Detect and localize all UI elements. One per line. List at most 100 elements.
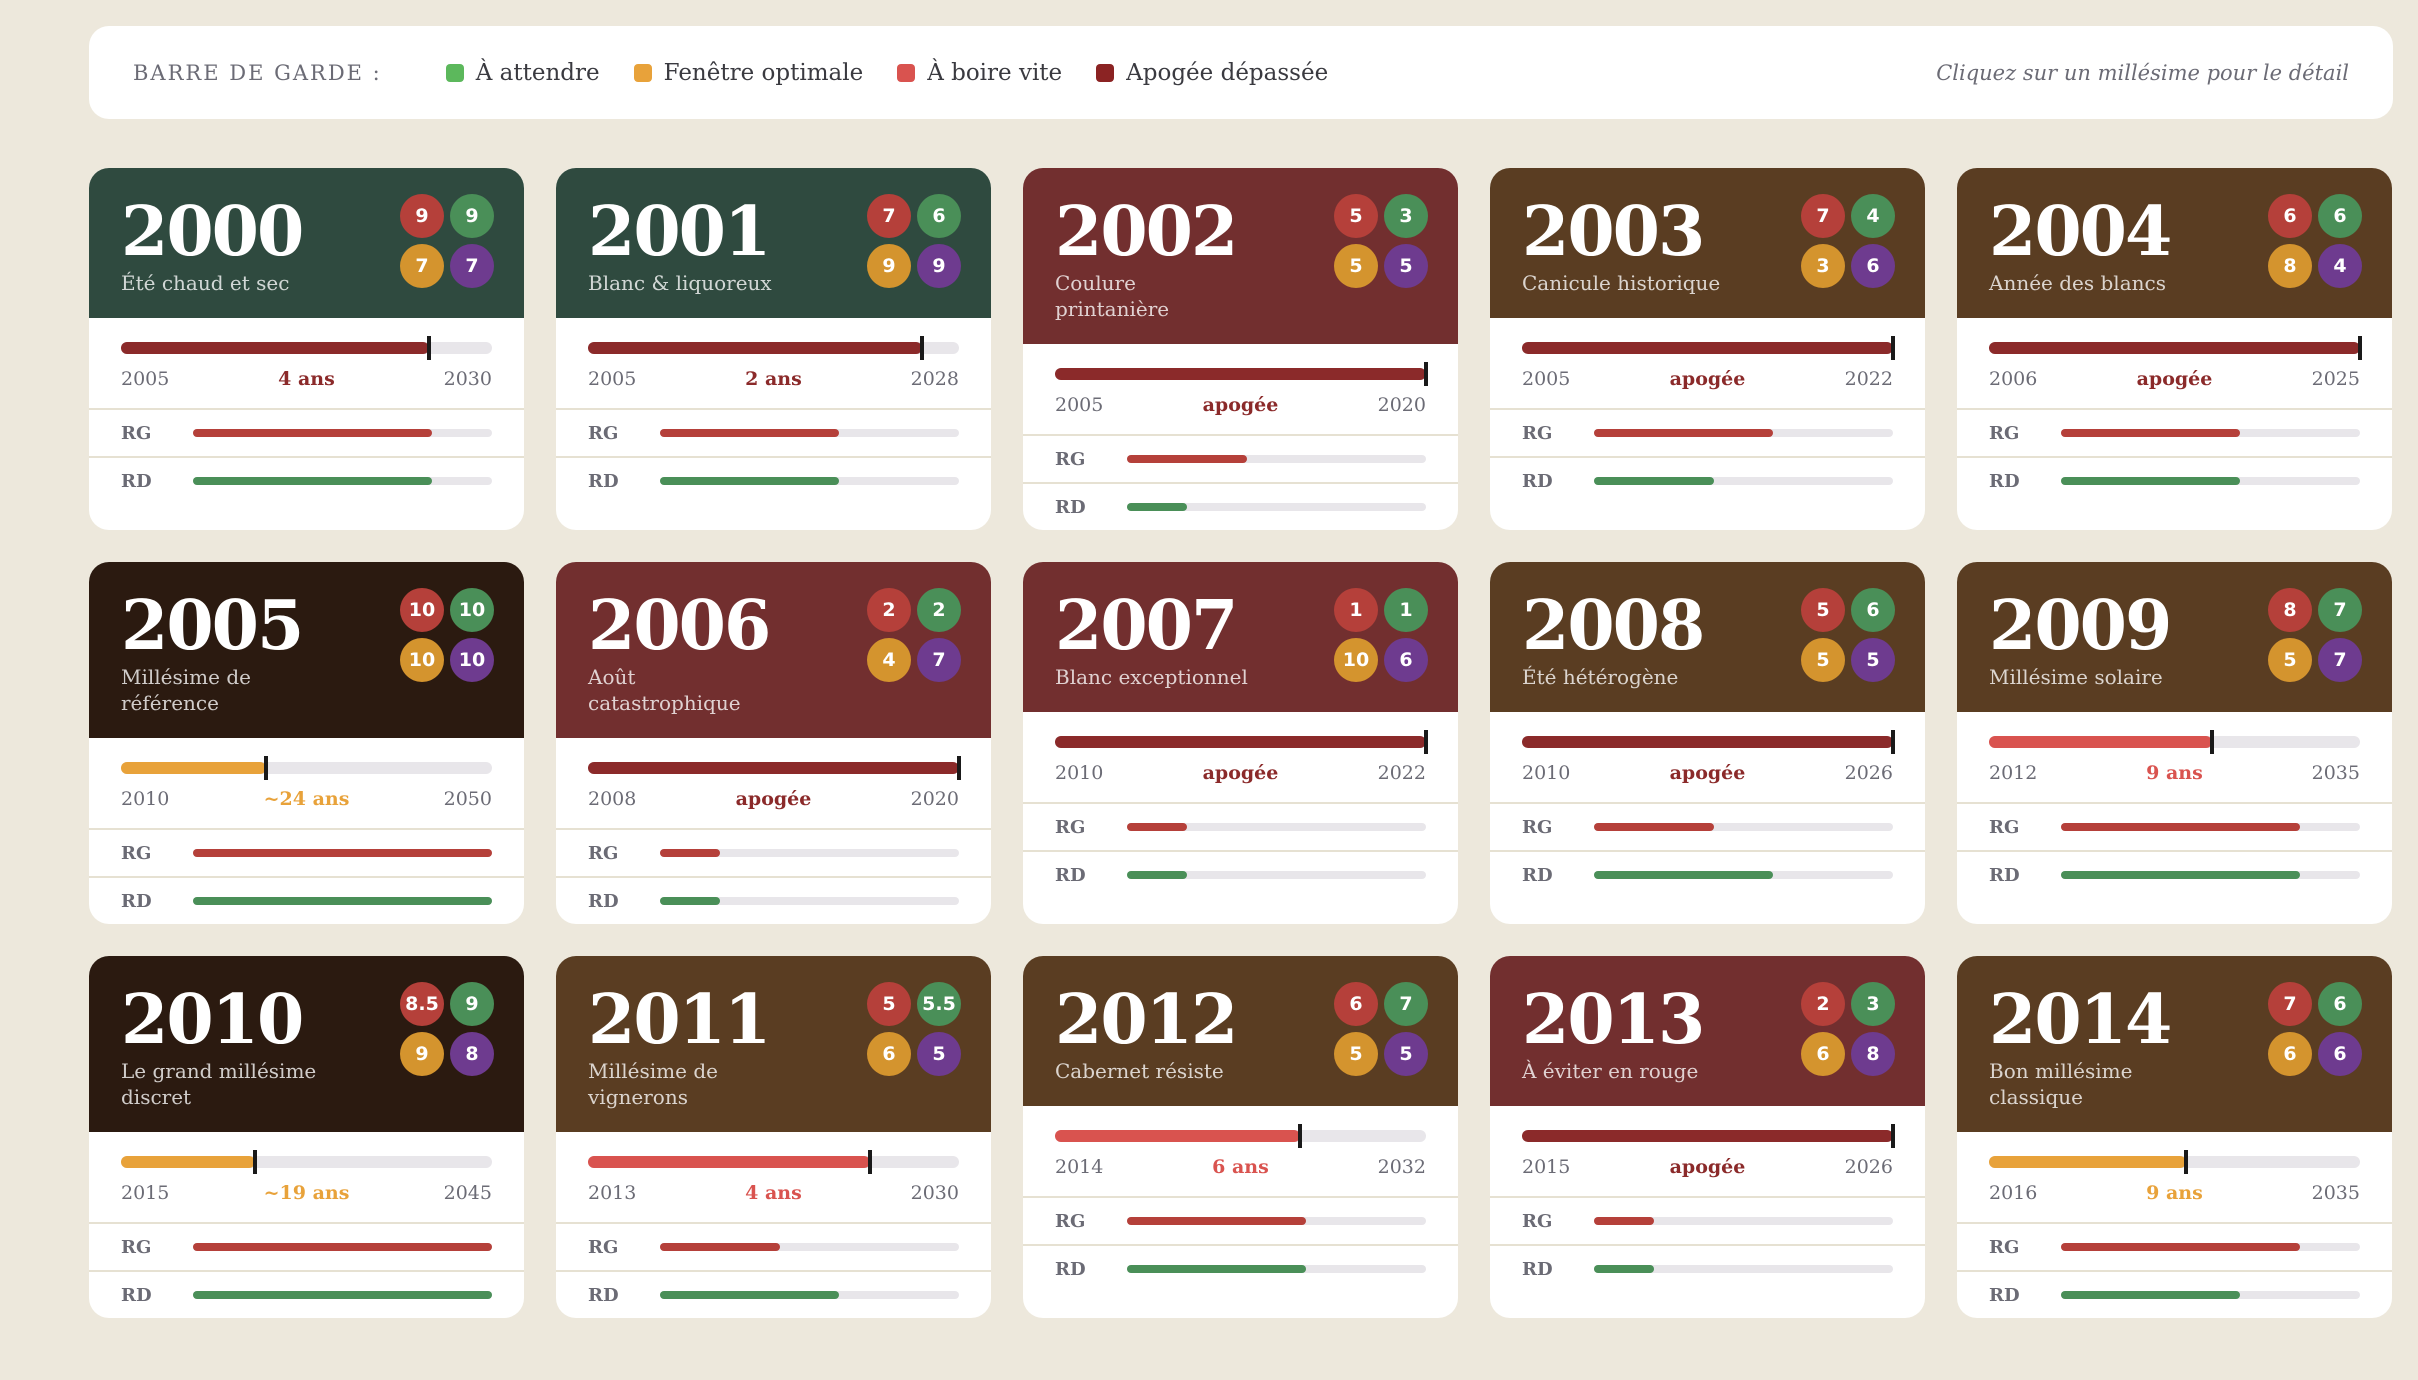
card-header: 2003 Canicule historique 7 4 3 6: [1490, 168, 1925, 318]
rd-track: [1594, 1265, 1893, 1273]
vintage-card[interactable]: 2010 Le grand millésime discret 8.5 9 9 8 2015…: [89, 956, 524, 1318]
rg-track: [2061, 823, 2360, 831]
score-badge: 5.5: [917, 982, 961, 1026]
card-header: 2010 Le grand millésime discret 8.5 9 9 8: [89, 956, 524, 1132]
vintage-card[interactable]: 2001 Blanc & liquoreux 7 6 9 9 2005 2 ans 2028 RG…: [556, 168, 991, 530]
keep-end: 2035: [2311, 762, 2360, 784]
keep-section: 2005 apogée 2020: [1023, 344, 1458, 436]
keep-labels: 2010 apogée 2022: [1055, 762, 1426, 784]
rd-label: RD: [1055, 864, 1086, 886]
keep-end: 2022: [1377, 762, 1426, 784]
score-badge: 9: [400, 1032, 444, 1076]
legend-swatch: [633, 63, 652, 82]
keep-end: 2028: [910, 368, 959, 390]
card-header: 2005 Millésime de référence 10 10 10 10: [89, 562, 524, 738]
score-badge: 6: [2318, 982, 2362, 1026]
score-grid: 1 1 10 6: [1334, 588, 1428, 682]
score-badge: 7: [917, 638, 961, 682]
rd-row: RD: [1023, 852, 1458, 898]
year: 2001: [588, 192, 771, 272]
year: 2014: [1989, 980, 2172, 1060]
rd-label: RD: [1522, 470, 1553, 492]
rd-label: RD: [588, 1284, 619, 1306]
score-badge: 6: [1801, 1032, 1845, 1076]
keep-labels: 2005 4 ans 2030: [121, 368, 492, 390]
card-header: 2012 Cabernet résiste 6 7 5 5: [1023, 956, 1458, 1106]
rg-row: RG: [556, 830, 991, 878]
vintage-card[interactable]: 2009 Millésime solaire 8 7 5 7 2012 9 ans 2035 RG…: [1957, 562, 2392, 924]
rg-row: RG: [556, 1224, 991, 1272]
legend-title: BARRE DE GARDE :: [133, 60, 382, 85]
vintage-card[interactable]: 2008 Été hétérogène 5 6 5 5 2010 apogée 2026 RG RD: [1490, 562, 1925, 924]
subtitle: Bon millésime classique: [1989, 1059, 2133, 1109]
vintage-card[interactable]: 2011 Millésime de vignerons 5 5.5 6 5 2013 4 an…: [556, 956, 991, 1318]
year: 2010: [121, 980, 304, 1060]
rg-label: RG: [1989, 422, 2020, 444]
vintage-card[interactable]: 2014 Bon millésime classique 7 6 6 6 2016 9 ans…: [1957, 956, 2392, 1318]
vintage-card[interactable]: 2012 Cabernet résiste 6 7 5 5 2014 6 ans 2032 RG R…: [1023, 956, 1458, 1318]
rd-row: RD: [1023, 1246, 1458, 1292]
score-badge: 5: [1851, 638, 1895, 682]
rd-label: RD: [1522, 864, 1553, 886]
vintage-card[interactable]: 2004 Année des blancs 6 6 8 4 2006 apogée 2025 RG…: [1957, 168, 2392, 530]
score-badge: 6: [1851, 588, 1895, 632]
subtitle: Blanc exceptionnel: [1055, 665, 1248, 689]
score-badge: 9: [450, 194, 494, 238]
keep-labels: 2013 4 ans 2030: [588, 1182, 959, 1204]
rd-row: RD: [556, 1272, 991, 1318]
keep-labels: 2005 apogée 2022: [1522, 368, 1893, 390]
keep-fill: [1522, 1130, 1893, 1142]
keep-section: 2016 9 ans 2035: [1957, 1132, 2392, 1224]
keep-fill: [1989, 736, 2212, 748]
rg-row: RG: [1023, 436, 1458, 484]
subtitle: Millésime de vignerons: [588, 1059, 718, 1109]
rd-row: RD: [89, 458, 524, 504]
keep-now-marker: [1424, 362, 1428, 386]
score-grid: 10 10 10 10: [400, 588, 494, 682]
rg-row: RG: [1490, 1198, 1925, 1246]
score-badge: 7: [450, 244, 494, 288]
rd-fill: [660, 477, 840, 485]
keep-status: apogée: [1669, 1156, 1746, 1178]
keep-start: 2012: [1989, 762, 2038, 784]
score-badge: 1: [1384, 588, 1428, 632]
rd-row: RD: [1957, 458, 2392, 504]
score-badge: 3: [1384, 194, 1428, 238]
rd-row: RD: [1490, 1246, 1925, 1292]
rd-track: [660, 1291, 959, 1299]
vintage-card[interactable]: 2003 Canicule historique 7 4 3 6 2005 apogée 202…: [1490, 168, 1925, 530]
keep-status: 4 ans: [745, 1182, 802, 1204]
year: 2004: [1989, 192, 2172, 272]
vintage-card[interactable]: 2013 À éviter en rouge 2 3 6 8 2015 apogée 2026 R…: [1490, 956, 1925, 1318]
subtitle: Canicule historique: [1522, 271, 1721, 295]
score-badge: 5: [917, 1032, 961, 1076]
legend-item: Fenêtre optimale: [633, 60, 863, 86]
keep-start: 2005: [1055, 394, 1104, 416]
rg-track: [660, 849, 959, 857]
keep-now-marker: [919, 336, 924, 360]
rg-track: [1127, 823, 1426, 831]
score-badge: 6: [2318, 194, 2362, 238]
score-badge: 3: [1851, 982, 1895, 1026]
rg-track: [1594, 1217, 1893, 1225]
vintage-card[interactable]: 2007 Blanc exceptionnel 1 1 10 6 2010 apogée 202…: [1023, 562, 1458, 924]
score-badge: 2: [917, 588, 961, 632]
vintage-card[interactable]: 2002 Coulure printanière 5 3 5 5 2005 apogée 202…: [1023, 168, 1458, 530]
vintage-card[interactable]: 2006 Août catastrophique 2 2 4 7 2008 apogée 202…: [556, 562, 991, 924]
rd-label: RD: [1989, 1284, 2020, 1306]
vintage-card[interactable]: 2000 Été chaud et sec 9 9 7 7 2005 4 ans 2030 RG R…: [89, 168, 524, 530]
keep-section: 2010 ~24 ans 2050: [89, 738, 524, 830]
rg-label: RG: [1522, 816, 1553, 838]
vintage-card[interactable]: 2005 Millésime de référence 10 10 10 10 2010 ~2…: [89, 562, 524, 924]
rg-label: RG: [121, 1236, 152, 1258]
keep-start: 2013: [588, 1182, 637, 1204]
rg-fill: [193, 1243, 492, 1251]
keep-start: 2008: [588, 788, 637, 810]
card-header: 2008 Été hétérogène 5 6 5 5: [1490, 562, 1925, 712]
rd-label: RD: [1989, 864, 2020, 886]
legend-bar: BARRE DE GARDE : À attendre Fenêtre optim…: [89, 26, 2393, 119]
score-badge: 5: [1334, 1032, 1378, 1076]
keep-status: apogée: [735, 788, 812, 810]
